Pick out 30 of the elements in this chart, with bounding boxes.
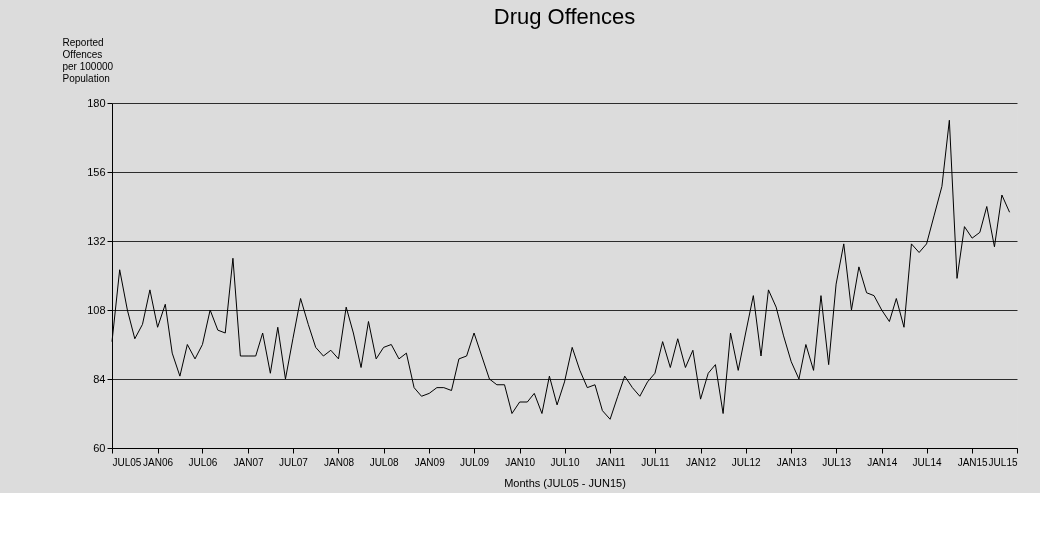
x-tick-label: JAN06 [143, 456, 174, 468]
x-tick-label: JUL14 [912, 456, 942, 468]
y-tick-label: 132 [87, 234, 106, 247]
x-tick-label: JAN09 [414, 456, 446, 468]
x-tick-label: JAN07 [233, 456, 264, 468]
x-tick-label: JAN08 [323, 456, 355, 468]
chart-title: Drug Offences [493, 4, 636, 29]
x-tick-label: JUL10 [550, 456, 580, 468]
x-tick-label: JAN10 [505, 456, 536, 468]
x-tick-label: JAN11 [595, 456, 626, 468]
x-tick-label: JAN13 [776, 456, 808, 468]
y-axis-title: Reported Offences per 100000 Population [62, 36, 114, 84]
x-tick-label: JUL12 [731, 456, 762, 468]
y-tick-label: 180 [87, 96, 106, 109]
x-axis-title: Months (JUL05 - JUN15) [504, 476, 626, 489]
y-tick-label: 60 [93, 441, 106, 454]
x-tick-label: JAN14 [867, 456, 898, 468]
x-tick-label: JUL08 [369, 456, 399, 468]
y-tick-label: 84 [93, 372, 106, 385]
x-tick-label: JAN15 [957, 456, 989, 468]
y-tick-label: 108 [87, 303, 106, 316]
x-tick-label: JUL13 [822, 456, 852, 468]
x-tick-label: JUL07 [278, 456, 309, 468]
x-tick-label: JUL11 [641, 456, 670, 468]
x-tick-label: JAN12 [686, 456, 717, 468]
x-tick-label: JUL15 [988, 456, 1018, 468]
x-tick-label: JUL06 [188, 456, 218, 468]
x-tick-label: JUL05 [112, 456, 142, 468]
x-tick-label: JUL09 [460, 456, 490, 468]
y-tick-label: 156 [87, 165, 106, 178]
